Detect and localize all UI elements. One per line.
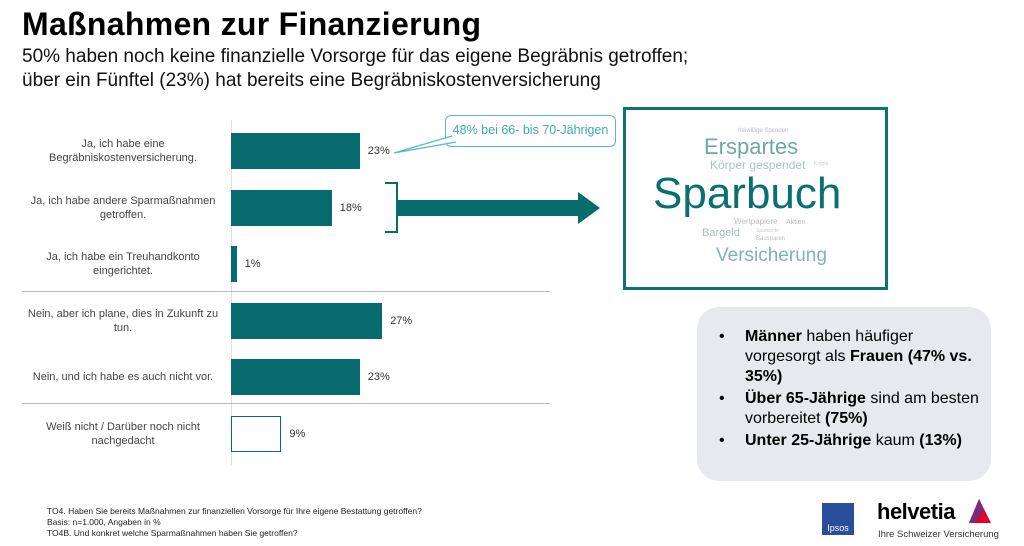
word: Sparkonto (756, 228, 779, 234)
category-label: Ja, ich habe andere Sparmaßnahmen getrof… (30, 194, 216, 221)
word: Sparbuch (653, 169, 842, 218)
finding-item: Unter 25-Jährige kaum (13%) (719, 431, 981, 451)
bracket (385, 182, 398, 233)
callout-pointer (393, 135, 457, 154)
footnote: TO4B. Und konkret welche Sparmaßnahmen h… (47, 528, 298, 538)
data-label: 9% (289, 427, 306, 440)
arrow-icon (398, 192, 600, 224)
word: Aktien (786, 219, 806, 226)
helvetia-wordmark: helvetia (877, 499, 955, 524)
category-label: Ja, ich habe eine Begräbniskostenversich… (49, 138, 197, 164)
helvetia-logo: helvetia (877, 500, 955, 524)
finding-text: Männer (745, 328, 802, 345)
helvetia-tagline: Ihre Schweizer Versicherung (878, 529, 999, 540)
word: Bausparen (756, 236, 786, 242)
word: Versicherung (716, 245, 827, 266)
group-divider (22, 403, 550, 404)
axis-line (231, 120, 232, 465)
finding-text: Frauen (849, 348, 904, 365)
finding-text: (75%) (825, 410, 868, 427)
ipsos-logo: Ipsos (822, 503, 854, 535)
callout-annotation: 48% bei 66- bis 70-Jährigen (445, 115, 616, 147)
category-label: Nein, aber ich plane, dies in Zukunft zu… (27, 307, 219, 334)
bar (231, 246, 237, 282)
finding-text: haben häufiger vorgesorgt als (745, 328, 914, 365)
word: Körper gespendet (710, 158, 806, 172)
bar (231, 133, 360, 169)
finding-text: Über 65-Jährige (745, 390, 866, 407)
footnote: Basis: n=1.000, Angaben in % (47, 517, 161, 527)
finding-item: Über 65-Jährige sind am besten vorbereit… (719, 389, 981, 429)
subtitle-line-2: über ein Fünftel (23%) hat bereits eine … (22, 70, 601, 91)
finding-text: (13%) (919, 432, 962, 449)
helvetia-logo-mark (969, 499, 991, 523)
subtitle-line-1: 50% haben noch keine finanzielle Vorsorg… (22, 46, 689, 67)
finding-text: Unter 25-Jährige (745, 432, 872, 449)
annotation-graphics (385, 135, 600, 233)
word: Krypto (814, 161, 829, 167)
page-title: Maßnahmen zur Finanzierung (22, 6, 482, 42)
footnote: TO4. Haben Sie bereits Maßnahmen zur fin… (47, 506, 422, 516)
data-label: 18% (339, 201, 362, 214)
data-label: 23% (367, 145, 390, 157)
category-label: Ja, ich habe ein Treuhandkonto eingerich… (46, 251, 200, 277)
data-label: 23% (367, 371, 390, 383)
bar (231, 415, 282, 452)
word: Erspartes (704, 134, 799, 159)
category-label: Weiß nicht / Darüber noch nicht nachgeda… (46, 420, 200, 447)
finding-item: Männer haben häufiger vorgesorgt als Fra… (719, 327, 981, 387)
word-cloud: freiwillige Spenden Erspartes Körper ges… (623, 107, 888, 290)
bar-chart: 23% Ja, ich habe eine Begräbniskostenvers… (0, 110, 640, 470)
data-label: 1% (244, 258, 261, 270)
bar (231, 302, 383, 339)
finding-text: (47% vs. 35%) (745, 348, 972, 385)
finding-text: kaum (871, 432, 920, 449)
bar (231, 189, 332, 226)
bar (231, 359, 360, 395)
word: Bargeld (702, 227, 740, 239)
word: freiwillige Spenden (738, 128, 789, 134)
word: Wertpapiere (734, 217, 778, 226)
group-divider (22, 291, 550, 292)
data-label: 27% (390, 314, 413, 327)
category-label: Nein, und ich habe es auch nicht vor. (32, 371, 214, 383)
finding-text: sind am besten vorbereitet (745, 390, 979, 427)
key-findings-box: Männer haben häufiger vorgesorgt als Fra… (697, 307, 991, 481)
